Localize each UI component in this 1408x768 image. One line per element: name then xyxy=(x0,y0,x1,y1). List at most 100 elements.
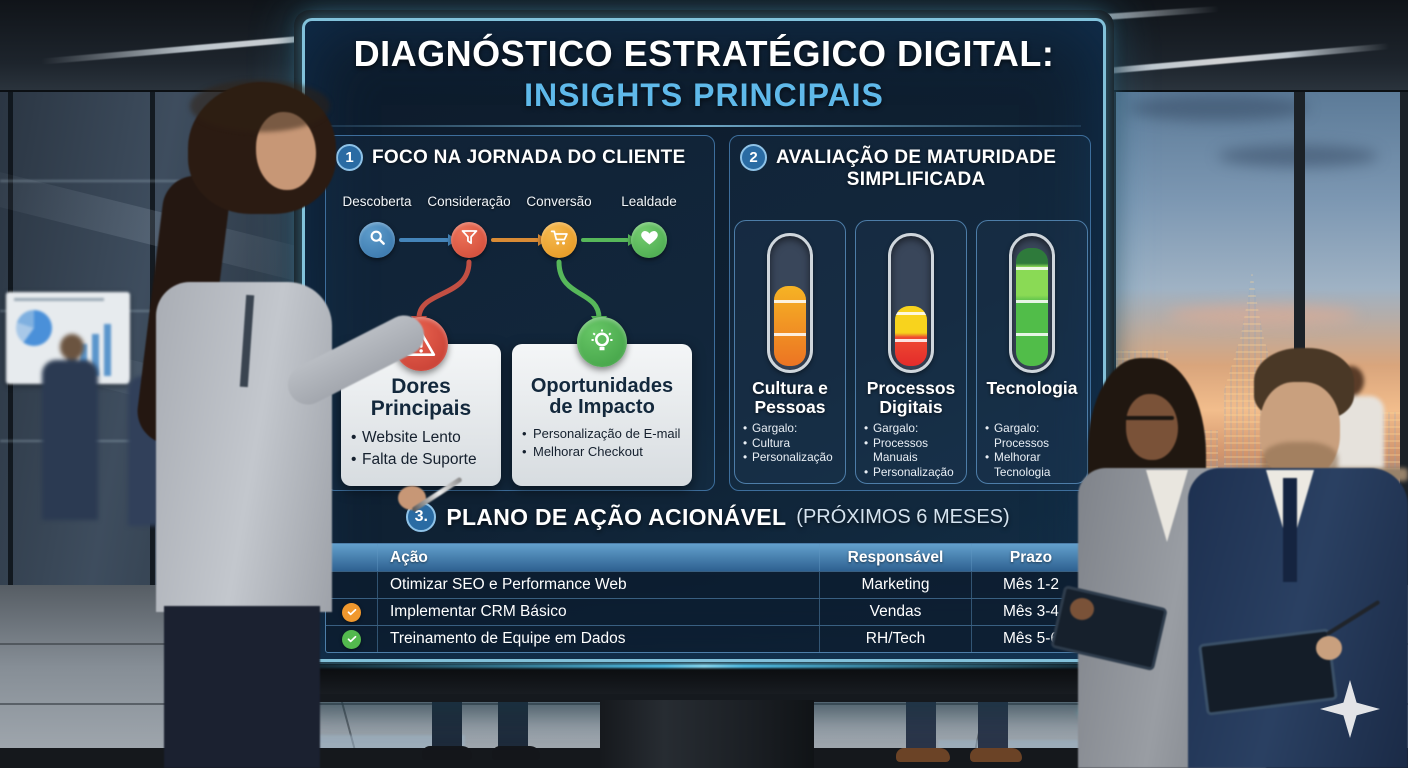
journey-stage-label: Descoberta xyxy=(342,194,412,209)
window-frame xyxy=(1400,55,1408,610)
main-title: DIAGNÓSTICO ESTRATÉGICO DIGITAL: xyxy=(353,33,1055,74)
shoe xyxy=(896,748,950,762)
prazo-cell: Mês 1-2 xyxy=(1003,576,1059,593)
section-journey-panel: 1 FOCO NA JORNADA DO CLIENTE Descoberta … xyxy=(325,135,715,491)
gauge-technology: Tecnologia Gargalo: ProcessosMelhorar Te… xyxy=(976,220,1088,484)
journey-stage-consideration xyxy=(451,222,487,258)
gauge-bullets: Gargalo:Processos ManuaisPersonalização xyxy=(864,421,962,480)
acao-column-header: Ação xyxy=(378,544,820,571)
section-title-line: SIMPLIFICADA xyxy=(846,168,986,190)
responsavel-column-header: Responsável xyxy=(820,544,972,571)
journey-arrow xyxy=(581,234,637,245)
card-title-line: de Impacto xyxy=(549,396,655,418)
opportunities-title: Oportunidades de Impacto xyxy=(512,376,692,418)
cart-icon xyxy=(549,227,570,253)
presentation-screen: DIAGNÓSTICO ESTRATÉGICO DIGITAL: INSIGHT… xyxy=(302,18,1106,662)
main-subtitle: INSIGHTS PRINCIPAIS xyxy=(524,77,884,113)
leg xyxy=(906,696,936,754)
section-maturity-panel: 2 AVALIAÇÃO DE MATURIDADE SIMPLIFICADA C… xyxy=(729,135,1091,491)
leg xyxy=(978,698,1008,754)
table-row: Treinamento de Equipe em Dados RH/Tech M… xyxy=(326,625,1090,652)
card-title-line: Oportunidades xyxy=(530,375,674,397)
gauge-fill xyxy=(774,285,806,366)
journey-arrow xyxy=(399,234,457,245)
thermometer-gauge xyxy=(767,233,813,373)
gauge-bullet: Gargalo: xyxy=(743,421,841,436)
pain-point-item: Website Lento xyxy=(351,427,495,449)
thermometer-gauge xyxy=(1009,233,1055,373)
gauge-digital-processes: Processos Digitais Gargalo:Processos Man… xyxy=(855,220,967,484)
status-cell xyxy=(326,572,378,598)
opportunities-list: Personalização de E-mailMelhorar Checkou… xyxy=(512,425,692,462)
leg xyxy=(432,698,462,752)
gauge-bullet: Melhorar Tecnologia xyxy=(985,450,1083,479)
gauge-bullet: Personalização xyxy=(864,465,962,480)
section-maturity-title: AVALIAÇÃO DE MATURIDADE SIMPLIFICADA xyxy=(776,144,1056,191)
gauge-bullet: Personalização xyxy=(743,450,841,465)
display-bezel xyxy=(302,664,1106,694)
display-stand xyxy=(600,700,814,768)
bar-sketch xyxy=(104,324,111,376)
table-row: Implementar CRM Básico Vendas Mês 3-4 xyxy=(326,598,1090,625)
responsavel-cell: Vendas xyxy=(820,599,972,625)
gauge-bullets: Gargalo:CulturaPersonalização xyxy=(743,421,841,465)
acao-cell: Implementar CRM Básico xyxy=(378,599,820,625)
heart-icon xyxy=(639,227,660,253)
pain-points-title: Dores Principais xyxy=(341,375,501,421)
gauge-title: Tecnologia xyxy=(977,379,1087,398)
gauge-title: Cultura e Pessoas xyxy=(735,379,845,417)
shoe xyxy=(970,748,1022,762)
journey-stage-conversion xyxy=(541,222,577,258)
responsavel-cell: Marketing xyxy=(820,572,972,598)
journey-stage-label: Consideração xyxy=(427,194,511,209)
prazo-column-header: Prazo xyxy=(1009,548,1053,566)
cloud xyxy=(1168,305,1358,325)
table-header-row: Ação Responsável Prazo xyxy=(326,544,1090,571)
acao-cell: Treinamento de Equipe em Dados xyxy=(378,626,820,652)
action-plan-title: PLANO DE AÇÃO ACIONÁVEL xyxy=(446,503,787,530)
bar-sketch xyxy=(92,334,99,376)
gauge-title-line: Pessoas xyxy=(754,396,826,417)
gauge-title: Processos Digitais xyxy=(856,379,966,417)
section-number-badge: 1 xyxy=(336,144,363,171)
status-column-header xyxy=(326,544,378,571)
gauge-bullet: Gargalo: xyxy=(864,421,962,436)
card-title-line: Principais xyxy=(370,397,472,421)
acao-cell: Otimizar SEO e Performance Web xyxy=(378,572,820,598)
gauge-title-line: Tecnologia xyxy=(986,378,1078,398)
person-hand xyxy=(1070,598,1094,620)
prazo-cell: Mês 5-6 xyxy=(1003,630,1059,647)
pain-points-list: Website LentoFalta de Suporte xyxy=(341,427,501,470)
person-face xyxy=(1126,394,1178,460)
gauge-fill xyxy=(895,305,927,366)
opportunity-item: Melhorar Checkout xyxy=(522,443,686,461)
shoe xyxy=(422,746,472,760)
green-check-icon xyxy=(342,629,361,649)
person-head xyxy=(60,334,84,360)
section-action-plan: 3. PLANO DE AÇÃO ACIONÁVEL (PRÓXIMOS 6 M… xyxy=(325,499,1091,659)
gauge-bullet: Cultura xyxy=(743,436,841,451)
action-plan-header: 3. PLANO DE AÇÃO ACIONÁVEL (PRÓXIMOS 6 M… xyxy=(325,499,1091,535)
tie xyxy=(1283,478,1297,582)
journey-stage-label: Conversão xyxy=(526,194,592,209)
section-title-line: AVALIAÇÃO DE MATURIDADE xyxy=(776,147,1057,168)
gauge-bullet: Processos Manuais xyxy=(864,436,962,465)
person-trousers xyxy=(164,606,320,768)
glasses xyxy=(1124,416,1174,420)
prazo-cell: Mês 3-4 xyxy=(1003,603,1059,620)
hair-top xyxy=(190,80,330,132)
person-hand xyxy=(1316,636,1342,660)
leg xyxy=(498,698,528,752)
status-cell xyxy=(326,599,378,625)
cloud xyxy=(1128,95,1308,121)
pie-chart-sketch xyxy=(16,310,52,346)
lightbulb-icon xyxy=(577,317,627,367)
person-body xyxy=(42,360,98,520)
gauge-fill xyxy=(1016,248,1048,366)
opportunities-card: Oportunidades de Impacto Personalização … xyxy=(512,317,692,486)
journey-stage-discovery xyxy=(359,222,395,258)
title-divider xyxy=(329,125,1081,127)
thermometer-gauge xyxy=(888,233,934,373)
funnel-icon xyxy=(459,227,480,253)
